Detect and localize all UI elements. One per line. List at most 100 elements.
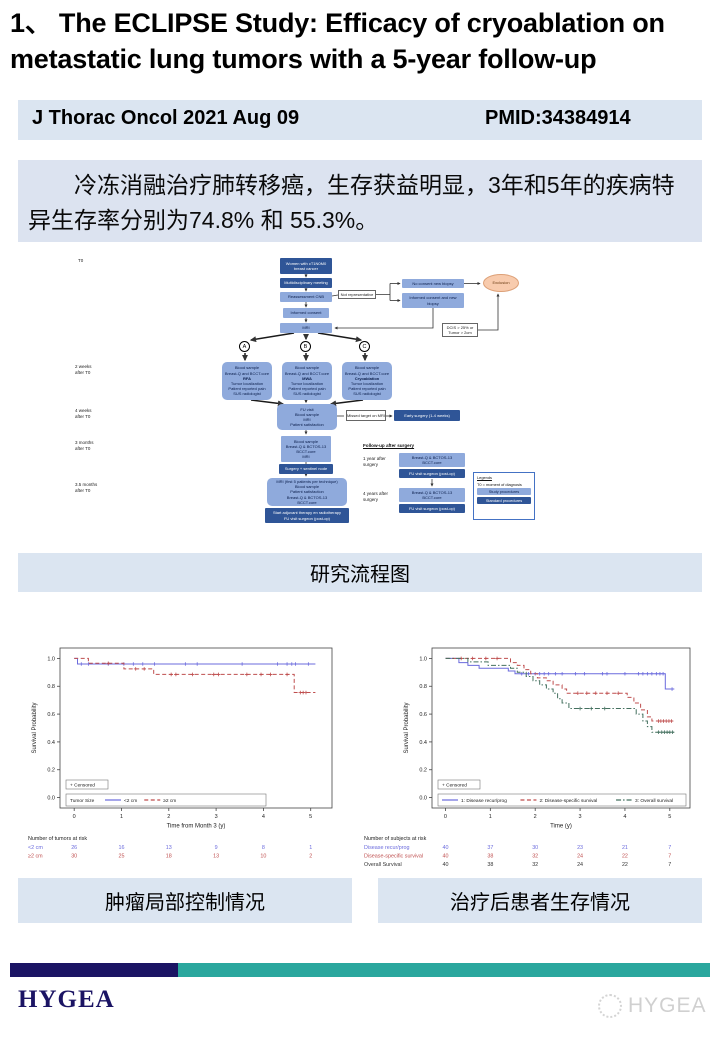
fc-time-t0: T0 [78, 258, 84, 263]
svg-text:≥2 cm: ≥2 cm [28, 854, 43, 860]
svg-text:Time from Month 3 (y): Time from Month 3 (y) [167, 824, 226, 830]
footer-bar-teal [178, 963, 710, 977]
journal-citation: J Thorac Oncol 2021 Aug 09 [32, 107, 300, 129]
fc-mwa-post: Tumor localization Patient reported pain… [288, 381, 326, 397]
page-title: 1、 The ECLIPSE Study: Efficacy of cryoab… [10, 8, 665, 74]
fc-time-3m: 3 months after T0 [75, 440, 94, 451]
svg-text:37: 37 [487, 845, 493, 851]
fc-node-consent: Informed consent [283, 308, 329, 318]
svg-text:0.6: 0.6 [419, 712, 427, 718]
hygea-watermark-icon [598, 994, 622, 1018]
svg-text:+ Censored: + Censored [70, 782, 95, 788]
fc-node-m3box: Blood sample Breast-Q & BCTOS-13 BCCT.co… [281, 436, 331, 462]
svg-text:<2 cm: <2 cm [28, 845, 43, 851]
fc-node-fuvisit1: FU visit surgeon (post-op) [399, 469, 465, 478]
svg-text:8: 8 [262, 845, 265, 851]
fc-legend: Legends T0 = moment of diagnosis Study p… [473, 472, 535, 520]
fc-cryo-post: Tumor localization Patient reported pain… [348, 381, 386, 397]
svg-text:3: 3 [215, 814, 218, 820]
fc-label-1yr: 1 year after surgery [363, 456, 386, 467]
svg-text:13: 13 [166, 845, 172, 851]
caption-flowchart-text: 研究流程图 [310, 564, 410, 586]
fc-node-rfa: Blood sample Breast-Q and BCCT.core RFA … [222, 362, 272, 400]
svg-text:Disease recur/prog: Disease recur/prog [364, 845, 410, 851]
svg-text:22: 22 [622, 854, 628, 860]
fc-legend-standard: Standard procedures [477, 496, 531, 504]
svg-text:1.0: 1.0 [47, 656, 55, 662]
svg-text:24: 24 [577, 854, 583, 860]
fc-node-fubox1: Breast-Q & BCTOS-13 BCCT.core [399, 453, 465, 467]
svg-text:0.2: 0.2 [47, 768, 55, 774]
fc-node-mdm: Multidisciplinary meeting [280, 278, 332, 288]
svg-text:Number of tumors at risk: Number of tumors at risk [28, 836, 87, 842]
fc-node-fuvisit2: FU visit surgeon (post-op) [399, 504, 465, 513]
svg-text:Number of subjects at risk: Number of subjects at risk [364, 836, 427, 842]
svg-text:38: 38 [487, 854, 493, 860]
svg-text:2: 2 [167, 814, 170, 820]
fc-mwa-name: MWA [302, 375, 312, 381]
footer-bar-navy [10, 963, 178, 977]
fc-node-dcis: DCIS > 25% or Tumor > 2cm [442, 323, 478, 337]
fc-node-mwa: Blood sample Breast-Q and BCCT.core MWA … [282, 362, 332, 400]
svg-text:18: 18 [166, 854, 172, 860]
svg-text:0.6: 0.6 [47, 712, 55, 718]
fc-node-adjuvant: Start adjuvant therapy en radiotherapy F… [265, 508, 349, 523]
hygea-watermark-text: HYGEA [628, 994, 707, 1017]
svg-text:Disease-specific survival: Disease-specific survival [364, 854, 423, 860]
fc-node-mri: MRI [280, 323, 332, 333]
svg-text:0: 0 [73, 814, 76, 820]
svg-text:1: 1 [309, 845, 312, 851]
svg-text:Overall Survival: Overall Survival [364, 862, 402, 868]
fc-node-fubox2: Breast-Q & BCTOS-13 BCCT.core [399, 488, 465, 502]
flowchart-arrows [242, 274, 500, 487]
svg-text:Tumor Size: Tumor Size [70, 798, 95, 804]
svg-text:40: 40 [442, 862, 448, 868]
fc-mwa-pre: Blood sample Breast-Q and BCCT.core [284, 365, 330, 376]
svg-text:24: 24 [577, 862, 583, 868]
svg-text:21: 21 [622, 845, 628, 851]
fc-node-early-surgery: Early surgery (1-4 weeks) [394, 410, 460, 421]
svg-text:23: 23 [577, 845, 583, 851]
svg-text:4: 4 [262, 814, 265, 820]
svg-text:30: 30 [532, 845, 538, 851]
summary-box: 冷冻消融治疗肺转移癌，生存获益明显，3年和5年的疾病特异生存率分别为74.8% … [18, 160, 702, 242]
svg-text:2: 2 [309, 854, 312, 860]
svg-text:7: 7 [668, 854, 671, 860]
svg-text:0.0: 0.0 [47, 795, 55, 801]
study-flowchart: T0 2 weeks after T0 4 weeks after T0 3 m… [65, 252, 535, 548]
fc-node-m35box: MRI (first 5 patients per technique) Blo… [267, 478, 347, 506]
caption-survival-text: 治疗后患者生存情况 [450, 892, 630, 914]
svg-text:40: 40 [442, 845, 448, 851]
fc-branch-c: C [359, 341, 370, 352]
fc-label-4yr: 4 years after surgery [363, 491, 389, 502]
fc-cryo-pre: Blood sample Breast-Q and BCCT.core [344, 365, 390, 376]
svg-text:10: 10 [260, 854, 266, 860]
svg-text:Survival Probability: Survival Probability [32, 702, 38, 753]
svg-text:2: 2 [534, 814, 537, 820]
fc-legend-title: Legends [477, 475, 492, 480]
svg-text:4: 4 [623, 814, 626, 820]
svg-text:<2 cm: <2 cm [124, 798, 137, 804]
svg-text:1: 1 [489, 814, 492, 820]
caption-survival: 治疗后患者生存情况 [378, 878, 702, 923]
fc-branch-b: B [300, 341, 311, 352]
svg-text:32: 32 [532, 862, 538, 868]
svg-text:0.4: 0.4 [419, 740, 427, 746]
svg-text:0.8: 0.8 [419, 684, 427, 690]
fc-node-notrep: Not representative [338, 290, 376, 299]
svg-text:5: 5 [309, 814, 312, 820]
caption-local-control: 肿瘤局部控制情况 [18, 878, 352, 923]
fc-time-35m: 3.5 months after T0 [75, 482, 98, 493]
svg-text:2: Disease-specific survival: 2: Disease-specific survival [539, 798, 597, 804]
journal-bar: J Thorac Oncol 2021 Aug 09 PMID:34384914 [18, 100, 702, 140]
fc-rfa-pre: Blood sample Breast-Q and BCCT.core [224, 365, 270, 376]
hygea-logo: HYGEA [18, 986, 115, 1013]
svg-text:7: 7 [668, 845, 671, 851]
svg-text:25: 25 [118, 854, 124, 860]
km-chart-local-control: 0.0 0.2 0.4 0.6 0.8 1.0 0 1 2 3 4 5 Survival Probabi… [28, 647, 333, 860]
svg-text:3: Overall survival: 3: Overall survival [635, 798, 673, 804]
fc-rfa-name: RFA [243, 375, 251, 381]
hygea-watermark: HYGEA [598, 994, 707, 1018]
svg-text:13: 13 [213, 854, 219, 860]
